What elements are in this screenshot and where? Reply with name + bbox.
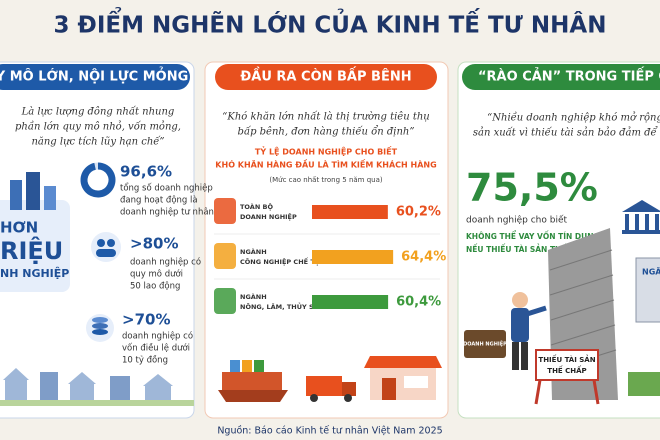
source: Nguồn: Báo cáo Kinh tế tư nhân Việt Nam … xyxy=(217,426,442,437)
subtitle: KHÓ KHĂN HÀNG ĐẦU LÀ TÌM KIẾM KHÁCH HÀNG xyxy=(215,158,436,170)
row-icon xyxy=(214,243,236,269)
stat-text: doanh nghiệp có xyxy=(130,257,201,268)
quote-line: “Khó khăn lớn nhất là thị trường tiêu th… xyxy=(222,112,429,123)
bank-icon xyxy=(622,200,660,234)
stat-value: >80% xyxy=(130,235,178,253)
badge: HƠN RIỆU NH NGHIỆP xyxy=(0,172,70,292)
row-label: TOÀN BỘ xyxy=(240,202,273,211)
caption: doanh nghiệp cho biết xyxy=(466,215,568,226)
badge-text: NH NGHIỆP xyxy=(0,267,69,280)
quote-line: năng lực tích lũy hạn chế” xyxy=(31,137,164,148)
row-label: NGÀNH xyxy=(240,292,267,301)
note: (Mức cao nhất trong 5 năm qua) xyxy=(269,176,383,184)
stat-text: tổng số doanh nghiệp xyxy=(120,183,213,194)
middle-heading-bg xyxy=(215,64,437,90)
stat-value: >70% xyxy=(122,311,170,329)
trade-illustration xyxy=(218,356,442,402)
stat-text: 50 lao động xyxy=(130,281,180,292)
quote-line: phần lớn quy mô nhỏ, vốn mỏng, xyxy=(15,121,181,133)
briefcase-label: DOANH NGHIỆP xyxy=(463,340,507,348)
bank-building xyxy=(635,257,660,323)
row-icon xyxy=(214,288,236,314)
row-icon xyxy=(214,198,236,224)
stat-text: đang hoạt động là xyxy=(120,195,198,206)
right-heading: “RÀO CẢN” TRONG TIẾP CẬN V xyxy=(478,68,660,85)
right-heading-bg xyxy=(462,64,660,90)
stat-text: quy mô dưới xyxy=(130,269,183,280)
left-heading: Y MÔ LỚN, NỘI LỰC MỎNG xyxy=(0,68,188,85)
subtitle: TỶ LỆ DOANH NGHIỆP CHO BIẾT xyxy=(255,145,398,157)
briefcase xyxy=(464,330,506,358)
bar xyxy=(312,250,394,264)
middle-panel xyxy=(204,61,449,419)
row-label: DOANH NGHIỆP xyxy=(240,212,297,221)
highlight: KHÔNG THỂ VAY VỐN TÍN DỤNG xyxy=(466,231,600,241)
quote-line: Là lực lượng đông nhất nhung xyxy=(21,107,175,118)
barrier-sign xyxy=(534,349,600,405)
stat-text: doanh nghiệp tư nhân xyxy=(120,207,214,218)
highlight: NẾU THIẾU TÀI SẢN THẾ CHẤP xyxy=(466,244,593,254)
value-label: 60,4% xyxy=(396,295,441,310)
building xyxy=(26,172,40,210)
left-heading-bg xyxy=(0,64,190,90)
value-label: 64,4% xyxy=(401,250,446,265)
building xyxy=(10,180,22,210)
building xyxy=(44,186,56,210)
coins-icon xyxy=(86,314,114,342)
sign-text: THẾ CHẤP xyxy=(547,365,586,375)
stat-text: vốn điều lệ dưới xyxy=(122,343,190,354)
bar xyxy=(312,205,388,219)
person xyxy=(511,292,547,370)
value-label: 60,2% xyxy=(396,205,441,220)
quote-line: “Nhiều doanh nghiệp khó mở rộng xyxy=(487,113,660,124)
badge-text: RIỆU xyxy=(0,235,63,265)
big-number: 75,5% xyxy=(466,166,598,210)
donut-arc xyxy=(80,162,116,198)
left-quote: Là lực lượng đông nhất nhung phần lớn qu… xyxy=(15,107,181,148)
money xyxy=(628,372,660,396)
stat-value: 96,6% xyxy=(120,163,172,181)
quote-line: sản xuất vì thiếu tài sản bảo đảm để vay xyxy=(473,127,660,139)
row-label: NÔNG, LÂM, THỦY SẢN xyxy=(240,301,324,311)
people-icon xyxy=(91,232,121,262)
title: 3 ĐIỂM NGHẼN LỚN CỦA KINH TẾ TƯ NHÂN xyxy=(54,8,607,39)
stat-text: 10 tỷ đồng xyxy=(122,355,168,366)
middle-heading: ĐẦU RA CÒN BẤP BÊNH xyxy=(240,67,411,85)
bar xyxy=(312,295,389,309)
badge-text: HƠN xyxy=(0,219,38,237)
row-label: NGÀNH xyxy=(240,247,267,256)
row-label: CÔNG NGHIỆP CHẾ TẠO xyxy=(240,256,326,266)
stat-text: doanh nghiệp có xyxy=(122,331,193,342)
quote-line: bấp bênh, đơn hàng thiếu ổn định” xyxy=(238,126,415,138)
badge-bg xyxy=(0,200,70,292)
houses xyxy=(0,368,194,406)
donut xyxy=(80,162,116,198)
sign-text: THIẾU TÀI SẢN xyxy=(538,354,595,364)
